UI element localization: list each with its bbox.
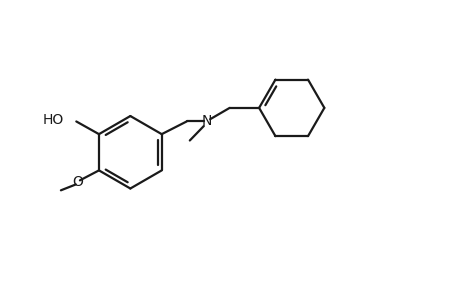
Text: HO: HO <box>42 112 63 127</box>
Text: N: N <box>202 115 212 128</box>
Text: O: O <box>72 175 83 189</box>
